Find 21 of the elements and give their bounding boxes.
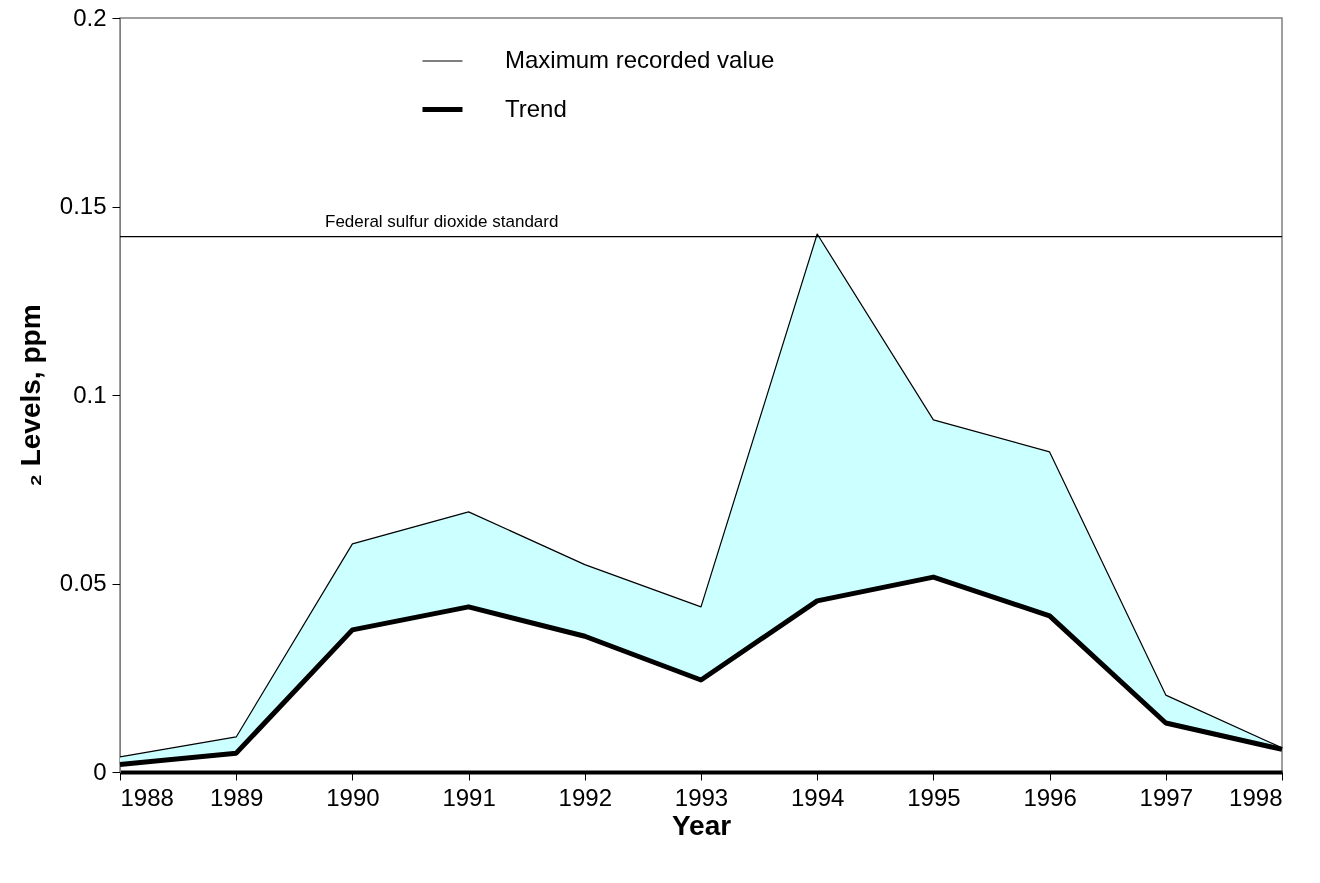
x-tick-label: 1991 — [442, 783, 496, 811]
ref-line-label: Federal sulfur dioxide standard — [325, 211, 559, 231]
y-tick-label: 0.15 — [59, 192, 107, 219]
x-tick-label: 1992 — [558, 783, 612, 811]
y-tick-label: 0.05 — [59, 569, 107, 596]
x-tick-label: 1995 — [907, 783, 961, 811]
x-tick-label: 1988 — [120, 783, 174, 811]
x-tick-label: 1998 — [1229, 783, 1283, 811]
x-tick-label: 1989 — [210, 783, 264, 811]
x-tick-label: 1990 — [326, 783, 380, 811]
x-tick-label: 1996 — [1023, 783, 1077, 811]
x-axis-title: Year — [671, 809, 732, 841]
y-tick-label: 0 — [93, 757, 107, 785]
y-tick-label: 0.1 — [73, 380, 107, 408]
x-tick-label: 1993 — [674, 783, 729, 811]
x-tick-label: 1997 — [1139, 783, 1193, 811]
legend-label: Maximum recorded value — [505, 46, 775, 73]
x-tick-label: 1994 — [791, 783, 845, 811]
legend-label: Trend — [505, 94, 567, 122]
y-tick-label: 0.2 — [73, 3, 107, 31]
y-axis-title: ₂ Levels, ppm — [14, 304, 46, 487]
